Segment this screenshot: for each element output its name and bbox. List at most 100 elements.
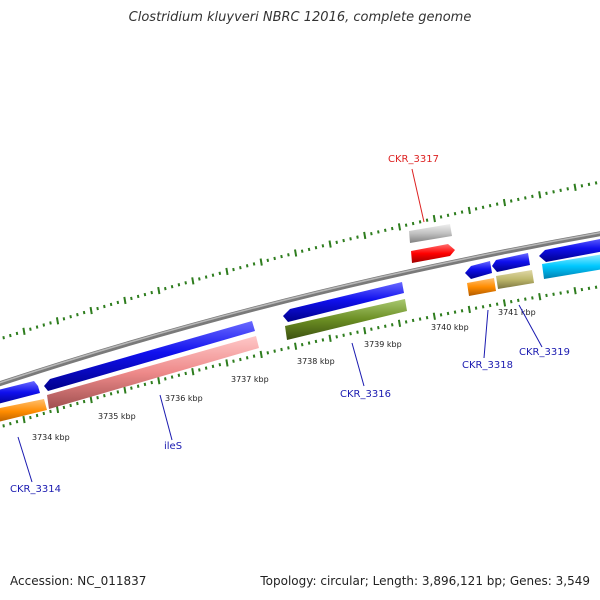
gene-arrow-forward-8[interactable] xyxy=(411,244,455,263)
tick-minor xyxy=(566,187,570,191)
gene-bar-pink[interactable] xyxy=(47,336,259,409)
gene-arrow-forward-2[interactable] xyxy=(44,321,255,391)
tick-major xyxy=(538,292,542,301)
gene-arrow-forward-5[interactable] xyxy=(492,253,530,272)
gene-arrow-forward-7[interactable] xyxy=(409,224,452,243)
tick-major xyxy=(502,299,507,307)
tick-minor xyxy=(204,366,208,370)
tick-minor xyxy=(177,283,181,287)
tick-minor xyxy=(488,303,492,308)
tick-major xyxy=(294,342,298,350)
tick-minor xyxy=(103,304,106,309)
tick-minor xyxy=(15,419,19,424)
tick-minor xyxy=(29,327,32,331)
tick-minor xyxy=(566,290,570,294)
gene-bar-olive[interactable] xyxy=(285,299,407,340)
tick-minor xyxy=(495,202,499,206)
tick-minor xyxy=(76,401,79,406)
kbp-label: 3734 kbp xyxy=(32,433,70,442)
tick-minor xyxy=(170,284,174,289)
tick-minor xyxy=(49,321,52,325)
tick-minor xyxy=(184,281,187,285)
tick-minor xyxy=(266,351,270,355)
gene-label-iles[interactable]: ileS xyxy=(164,441,182,452)
tick-minor xyxy=(524,297,527,301)
tick-major xyxy=(191,367,195,376)
gene-label-ckr_3319[interactable]: CKR_3319 xyxy=(519,347,570,358)
tick-minor xyxy=(460,210,464,214)
tick-minor xyxy=(29,415,32,420)
tick-minor xyxy=(9,333,12,338)
tick-major xyxy=(55,405,60,414)
tick-major xyxy=(22,415,26,424)
tick-minor xyxy=(439,313,443,317)
tick-minor xyxy=(545,191,548,196)
genome-backbone xyxy=(0,231,600,387)
kbp-label: 3736 kbp xyxy=(165,394,203,403)
tick-minor xyxy=(204,275,208,279)
tick-minor xyxy=(211,364,215,369)
gene-leaders xyxy=(17,168,543,483)
inner-tick-track: 3734 kbp 3735 kbp 3736 kbp 3737 kbp 3738 kbp… xyxy=(2,285,598,442)
tick-minor xyxy=(425,218,429,222)
tick-minor xyxy=(109,392,113,396)
tick-major xyxy=(89,395,93,404)
tick-minor xyxy=(184,371,187,376)
tick-major xyxy=(397,319,402,328)
tick-minor xyxy=(42,411,46,416)
tick-minor xyxy=(370,327,373,331)
tick-minor xyxy=(411,318,415,323)
tick-minor xyxy=(198,368,201,372)
gene-arrow-forward-3[interactable] xyxy=(283,282,404,322)
gene-label-ckr_3316[interactable]: CKR_3316 xyxy=(340,389,391,400)
tick-minor xyxy=(130,296,133,301)
tick-minor xyxy=(580,184,584,188)
tick-minor xyxy=(82,399,86,404)
tick-minor xyxy=(481,305,485,309)
tick-major xyxy=(259,258,263,266)
tick-minor xyxy=(42,323,46,327)
tick-minor xyxy=(594,181,598,185)
tick-minor xyxy=(594,285,598,289)
tick-minor xyxy=(307,341,311,345)
gene-bar-orange-2[interactable] xyxy=(467,278,496,296)
outer-tick-track xyxy=(2,181,598,340)
tick-minor xyxy=(383,324,387,328)
tick-minor xyxy=(76,312,79,317)
tick-minor xyxy=(266,258,270,262)
tick-minor xyxy=(280,254,283,259)
tick-minor xyxy=(198,277,201,281)
gene-label-ckr_3314[interactable]: CKR_3314 xyxy=(10,484,61,495)
tick-minor xyxy=(342,333,345,337)
tick-major xyxy=(89,306,93,315)
tick-minor xyxy=(524,196,527,200)
gene-label-ckr_3317[interactable]: CKR_3317 xyxy=(388,154,439,165)
gene-arrow-forward-1[interactable] xyxy=(0,381,40,406)
tick-minor xyxy=(287,253,290,257)
tick-minor xyxy=(418,317,422,321)
tick-minor xyxy=(516,298,520,303)
tick-major xyxy=(573,287,577,295)
tick-minor xyxy=(446,311,450,316)
gene-bar-orange-1[interactable] xyxy=(0,399,47,424)
tick-major xyxy=(157,377,161,385)
tick-minor xyxy=(545,293,548,298)
gene-arrow-forward-6[interactable] xyxy=(539,237,600,262)
gene-bar-khaki[interactable] xyxy=(496,270,534,289)
tick-minor xyxy=(342,238,345,243)
tick-major xyxy=(573,183,577,191)
tick-minor xyxy=(383,228,387,232)
tick-minor xyxy=(516,197,520,202)
tick-minor xyxy=(425,315,429,320)
tick-major xyxy=(259,350,263,359)
gene-label-ckr_3318[interactable]: CKR_3318 xyxy=(462,360,513,371)
tick-major xyxy=(294,249,298,257)
tick-minor xyxy=(552,292,555,296)
tick-minor xyxy=(481,205,485,209)
tick-minor xyxy=(439,215,443,219)
gene-arrow-forward-4[interactable] xyxy=(465,261,492,279)
tick-minor xyxy=(252,354,256,358)
tick-minor xyxy=(321,338,325,342)
gene-bar-cyan[interactable] xyxy=(542,253,600,279)
tick-minor xyxy=(370,231,373,236)
